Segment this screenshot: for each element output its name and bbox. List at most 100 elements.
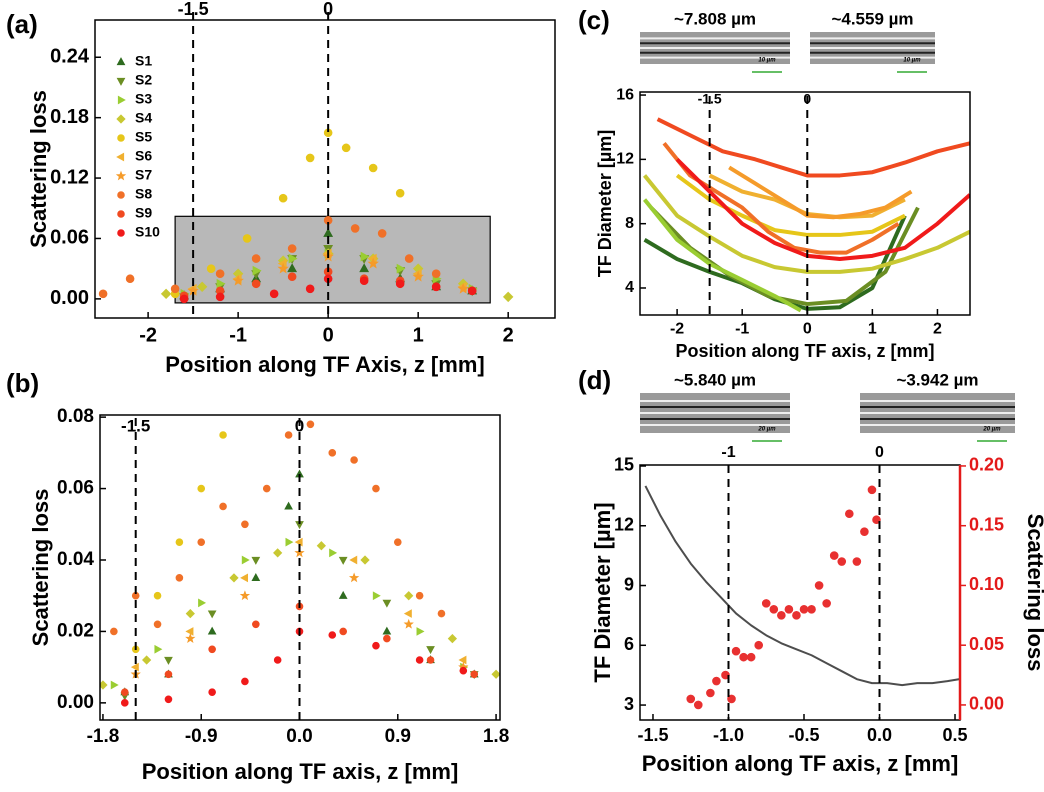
data-point xyxy=(382,599,392,608)
y-tick-label: 0.06 xyxy=(50,227,89,249)
x-tick-label: -0.5 xyxy=(788,725,819,745)
data-point xyxy=(241,555,250,565)
data-point xyxy=(761,599,771,608)
x-tick-label: -1.5 xyxy=(637,725,668,745)
data-point xyxy=(219,502,227,511)
data-point xyxy=(269,289,279,299)
panel: (b) -1.5 0 -1.8 -0.9 0.0 0.9 1.8 0.00 0.02 0.04 0.0… xyxy=(6,368,509,784)
data-point xyxy=(739,652,748,662)
data-point xyxy=(252,265,262,276)
legend-label: S8 xyxy=(135,186,152,202)
label-bg xyxy=(650,10,780,30)
data-point xyxy=(426,646,435,655)
micrograph: ~7.808 µm 10 µm xyxy=(640,9,790,73)
y-axis-label: Scattering loss xyxy=(26,90,51,248)
micrograph: ~4.559 µm 10 µm xyxy=(810,9,935,73)
data-point xyxy=(288,253,298,264)
legend-label: S9 xyxy=(135,205,152,221)
legend-marker xyxy=(117,95,126,105)
series-line xyxy=(656,117,970,178)
plot-data xyxy=(98,128,514,304)
data-point xyxy=(339,627,347,636)
reference-label: 0 xyxy=(875,444,884,461)
data-point xyxy=(845,509,854,519)
x-tick-label: 2 xyxy=(503,324,514,346)
data-point xyxy=(130,662,139,672)
data-point xyxy=(305,284,315,294)
reference-label: 0 xyxy=(295,416,304,435)
x-tick-label: 0 xyxy=(323,324,334,346)
data-point xyxy=(179,294,189,304)
y2-tick-label: 0.00 xyxy=(969,694,1004,714)
x-tick-label: 1 xyxy=(868,321,877,338)
y-axis-label: TF Diameter [µm] xyxy=(595,130,615,277)
image-label: ~7.808 µm xyxy=(674,9,756,28)
data-point xyxy=(437,609,446,618)
x-tick-label: -1 xyxy=(229,324,247,346)
data-point xyxy=(251,279,261,289)
data-point xyxy=(196,281,208,293)
data-point xyxy=(686,694,696,704)
y2-tick-label: 0.05 xyxy=(969,634,1004,654)
data-point xyxy=(164,670,173,679)
data-point xyxy=(367,257,379,269)
legend-label: S4 xyxy=(135,110,152,126)
data-point xyxy=(242,234,252,243)
data-point xyxy=(383,634,391,643)
data-point xyxy=(341,143,351,153)
data-point xyxy=(693,700,703,710)
data-point xyxy=(731,646,741,656)
legend-label: S7 xyxy=(135,167,152,183)
data-point xyxy=(396,263,406,274)
data-point xyxy=(457,282,469,294)
legend-marker xyxy=(117,229,125,237)
data-point xyxy=(350,224,360,233)
x-tick-label: -1.0 xyxy=(713,725,744,745)
data-point xyxy=(349,555,358,565)
data-point xyxy=(829,551,839,560)
data-point xyxy=(316,541,326,551)
data-point xyxy=(368,163,378,173)
data-point xyxy=(329,548,338,558)
data-point xyxy=(447,633,458,644)
y-tick-label: 9 xyxy=(624,574,634,594)
series-line xyxy=(644,485,960,687)
data-point xyxy=(727,694,736,704)
y2-tick-label: 0.20 xyxy=(969,455,1004,475)
data-point xyxy=(207,626,217,635)
micrograph: ~5.840 µm 20 µm xyxy=(640,370,790,442)
data-point xyxy=(395,279,405,289)
data-point xyxy=(359,263,370,273)
data-point xyxy=(395,188,405,198)
data-point xyxy=(412,270,424,282)
data-point xyxy=(416,627,425,636)
scale-label: 20 µm xyxy=(757,427,776,433)
data-point xyxy=(185,627,194,636)
data-point xyxy=(110,680,119,690)
y-axis-label: TF Diameter [µm] xyxy=(590,502,615,682)
label-bg xyxy=(650,371,780,391)
x-tick-label: 0 xyxy=(803,321,812,338)
y-tick-label: 3 xyxy=(624,694,634,714)
data-point xyxy=(154,644,163,654)
panel-label: (d) xyxy=(578,365,611,395)
data-point xyxy=(852,557,862,566)
data-point xyxy=(360,251,370,262)
x-tick-label: -1 xyxy=(735,321,749,338)
data-point xyxy=(262,484,271,493)
data-point xyxy=(338,590,348,599)
legend-marker xyxy=(116,77,126,86)
data-point xyxy=(372,641,380,650)
data-point xyxy=(431,282,441,292)
data-point xyxy=(252,620,260,629)
data-point xyxy=(219,431,227,439)
x-tick-label: 0.9 xyxy=(385,726,411,747)
plot-data xyxy=(100,420,500,707)
data-point xyxy=(120,699,129,707)
y2-axis-label: Scattering loss xyxy=(1023,514,1044,672)
x-axis-label: Position along TF axis, z [mm] xyxy=(642,751,959,776)
data-point xyxy=(241,677,249,686)
panel: (d) ~5.840 µm 20 µm ~3.942 µm 20 µm -1 0 -1.5 -1… xyxy=(578,365,1044,776)
legend-marker xyxy=(116,57,126,66)
